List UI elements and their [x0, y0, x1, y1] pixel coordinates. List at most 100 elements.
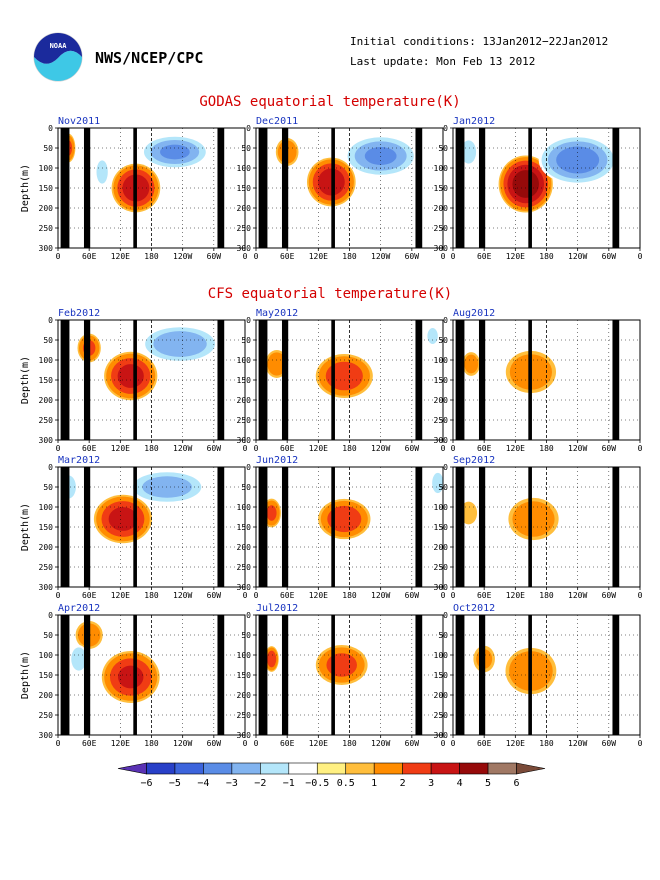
x-tick-label: 60E [82, 252, 97, 261]
y-tick-label: 150 [237, 523, 252, 532]
x-tick-label: 60W [405, 252, 420, 261]
land-mask [83, 128, 91, 248]
colorbar-cell [146, 762, 176, 775]
panel-sep2012: 0 60E 120E 180 120W 60W 0050100150200250300Sep… [434, 455, 643, 600]
anomaly-contour [427, 328, 438, 344]
anomaly-contour [71, 647, 87, 671]
y-tick-label: 300 [237, 583, 252, 592]
x-tick-label: 0 [243, 444, 248, 453]
x-tick-label: 0 [441, 444, 446, 453]
x-tick-label: 180 [342, 591, 357, 600]
y-tick-label: 250 [237, 563, 252, 572]
x-tick-label: 0 [638, 444, 643, 453]
x-tick-label: 180 [539, 739, 554, 748]
land-mask [415, 320, 423, 440]
y-tick-label: 300 [39, 244, 54, 253]
y-tick-label: 0 [48, 316, 53, 325]
y-tick-label: 200 [237, 543, 252, 552]
land-mask [258, 467, 268, 587]
y-tick-label: 150 [39, 523, 54, 532]
y-tick-label: 50 [43, 631, 53, 640]
y-tick-label: 0 [48, 611, 53, 620]
anomaly-field [459, 135, 617, 213]
anomaly-contour [160, 144, 190, 160]
anomaly-contour [118, 665, 144, 689]
land-mask [258, 320, 268, 440]
land-mask [217, 320, 225, 440]
land-mask [217, 128, 225, 248]
x-tick-label: 0 [243, 591, 248, 600]
colorbar-label: −6 [140, 778, 152, 789]
x-tick-label: 0 [243, 252, 248, 261]
land-mask [281, 320, 289, 440]
panel-jan2012: 0 60E 120E 180 120W 60W 0050100150200250300Jan… [434, 116, 643, 261]
x-tick-label: 60W [207, 739, 222, 748]
y-tick-label: 300 [237, 244, 252, 253]
y-tick-label: 100 [434, 651, 449, 660]
land-mask [455, 128, 465, 248]
x-tick-label: 120E [111, 252, 130, 261]
y-tick-label: 200 [237, 691, 252, 700]
panel-title: Jan2012 [453, 116, 495, 127]
y-tick-label: 250 [237, 224, 252, 233]
land-mask [331, 320, 335, 440]
x-tick-label: 120W [173, 444, 192, 453]
y-tick-label: 200 [39, 691, 54, 700]
land-mask [478, 615, 486, 735]
land-mask [612, 128, 620, 248]
colorbar-cell [316, 762, 347, 775]
land-mask [258, 615, 268, 735]
panel-jun2012: 0 60E 120E 180 120W 60W 0050100150200250300Jun… [237, 455, 446, 600]
anomaly-contour [267, 352, 287, 376]
y-tick-label: 100 [237, 503, 252, 512]
x-tick-label: 0 [451, 739, 456, 748]
x-tick-label: 120W [568, 252, 587, 261]
land-mask [60, 128, 70, 248]
y-tick-label: 300 [39, 436, 54, 445]
y-tick-label: 250 [39, 711, 54, 720]
colorbar-cell [487, 762, 517, 775]
x-tick-label: 180 [144, 252, 159, 261]
x-tick-label: 180 [539, 591, 554, 600]
x-tick-label: 120E [309, 444, 328, 453]
land-mask [415, 615, 423, 735]
colorbar-label: 0.5 [337, 778, 355, 789]
anomaly-contour [142, 476, 192, 498]
land-mask [478, 128, 486, 248]
x-tick-label: 0 [254, 739, 259, 748]
colorbar-label: −2 [254, 778, 266, 789]
x-tick-label: 0 [441, 739, 446, 748]
y-tick-label: 150 [237, 184, 252, 193]
colorbar-label: 5 [485, 778, 491, 789]
cfs-section-title: CFS equatorial temperature(K) [208, 286, 452, 302]
y-tick-label: 100 [237, 356, 252, 365]
y-tick-label: 300 [434, 244, 449, 253]
y-tick-label: 150 [39, 184, 54, 193]
colorbar-cell [373, 762, 403, 775]
x-tick-label: 0 [451, 444, 456, 453]
y-tick-label: 50 [43, 144, 53, 153]
x-tick-label: 60W [602, 591, 617, 600]
x-tick-label: 60E [280, 591, 295, 600]
anomaly-contour [108, 507, 138, 531]
x-tick-label: 60W [405, 739, 420, 748]
x-tick-label: 180 [539, 252, 554, 261]
y-axis-label: Depth(m) [20, 356, 31, 404]
colorbar-cell [117, 762, 147, 775]
land-mask [281, 615, 289, 735]
x-tick-label: 120W [371, 444, 390, 453]
land-mask [478, 320, 486, 440]
y-tick-label: 200 [39, 396, 54, 405]
land-mask [60, 320, 70, 440]
land-mask [83, 320, 91, 440]
y-tick-label: 50 [438, 144, 448, 153]
y-tick-label: 150 [434, 671, 449, 680]
x-tick-label: 180 [144, 444, 159, 453]
land-mask [281, 467, 289, 587]
panel-apr2012: 0 60E 120E 180 120W 60W 0 0 50 100 150 200 250 300 Apr… [20, 603, 248, 748]
x-tick-label: 120E [506, 739, 525, 748]
x-tick-label: 120W [568, 739, 587, 748]
colorbar-label: 4 [457, 778, 463, 789]
y-tick-label: 100 [39, 164, 54, 173]
x-tick-label: 120W [371, 739, 390, 748]
